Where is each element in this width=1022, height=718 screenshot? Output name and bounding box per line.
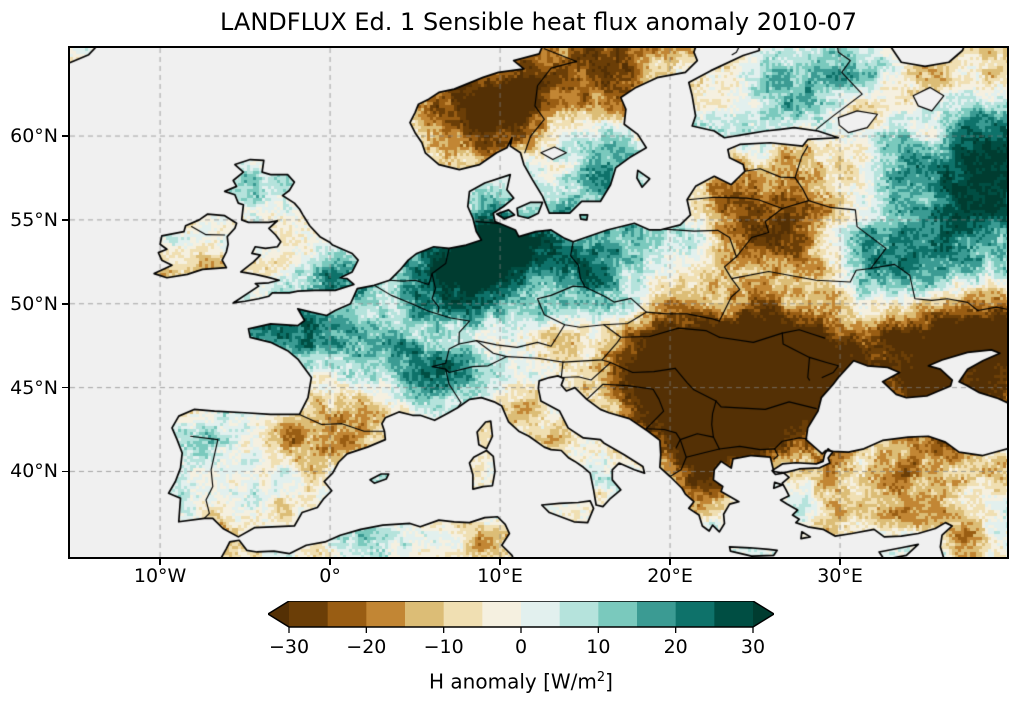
lat-tick-label: 55°N <box>10 208 58 231</box>
colorbar-label-text: H anomaly [W/m <box>429 669 597 694</box>
lon-tick-label: 0° <box>319 565 341 587</box>
colorbar-segment <box>598 601 638 627</box>
lat-tick-label: 50°N <box>10 292 58 315</box>
colorbar-segment <box>443 601 483 627</box>
colorbar-tick-label: 10 <box>586 636 611 658</box>
colorbar-tick-label: 0 <box>514 636 528 658</box>
colorbar-segment <box>482 601 522 627</box>
page-title: LANDFLUX Ed. 1 Sensible heat flux anomal… <box>220 8 857 36</box>
lat-tick-label: 45°N <box>10 376 58 399</box>
colorbar-label-close: ] <box>605 669 613 694</box>
lon-axis-tick <box>329 559 331 565</box>
lon-tick-label: 30°E <box>817 565 863 587</box>
colorbar-segment <box>405 601 445 627</box>
colorbar-tick-label: −20 <box>346 636 387 658</box>
lon-axis-tick <box>839 559 841 565</box>
colorbar-segment <box>366 601 406 627</box>
lat-tick-label: 40°N <box>10 460 58 483</box>
colorbar-under-arrow <box>268 601 289 627</box>
lon-axis-tick <box>159 559 161 565</box>
europe-anomaly-map <box>70 48 1007 557</box>
lat-tick-label: 60°N <box>10 125 58 148</box>
colorbar-label-sup: 2 <box>596 670 606 685</box>
colorbar <box>268 601 774 633</box>
colorbar-tick-label: −30 <box>268 636 310 658</box>
colorbar-segment <box>675 601 715 627</box>
colorbar-segment <box>327 601 367 627</box>
colorbar-segment <box>637 601 677 627</box>
colorbar-over-arrow <box>753 601 774 627</box>
colorbar-segment <box>289 601 329 627</box>
lon-tick-label: 10°E <box>477 565 523 587</box>
map-axes <box>68 46 1009 559</box>
colorbar-tick-label: 30 <box>740 636 766 658</box>
colorbar-tick-label: 20 <box>663 636 688 658</box>
colorbar-segment <box>714 601 754 627</box>
lon-axis-tick <box>669 559 671 565</box>
lat-axis-tick <box>62 135 68 137</box>
lat-axis-tick <box>62 219 68 221</box>
lon-tick-label: 20°E <box>647 565 693 587</box>
colorbar-label: H anomaly [W/m2] <box>429 665 613 695</box>
lat-axis-tick <box>62 386 68 389</box>
lon-axis-tick <box>499 559 501 565</box>
lat-axis-tick <box>62 470 68 473</box>
lon-tick-label: 10°W <box>133 565 187 587</box>
lat-axis-tick <box>62 303 68 305</box>
colorbar-tick-label: −10 <box>423 636 464 658</box>
colorbar-segment <box>521 601 561 627</box>
colorbar-segment <box>559 601 599 627</box>
